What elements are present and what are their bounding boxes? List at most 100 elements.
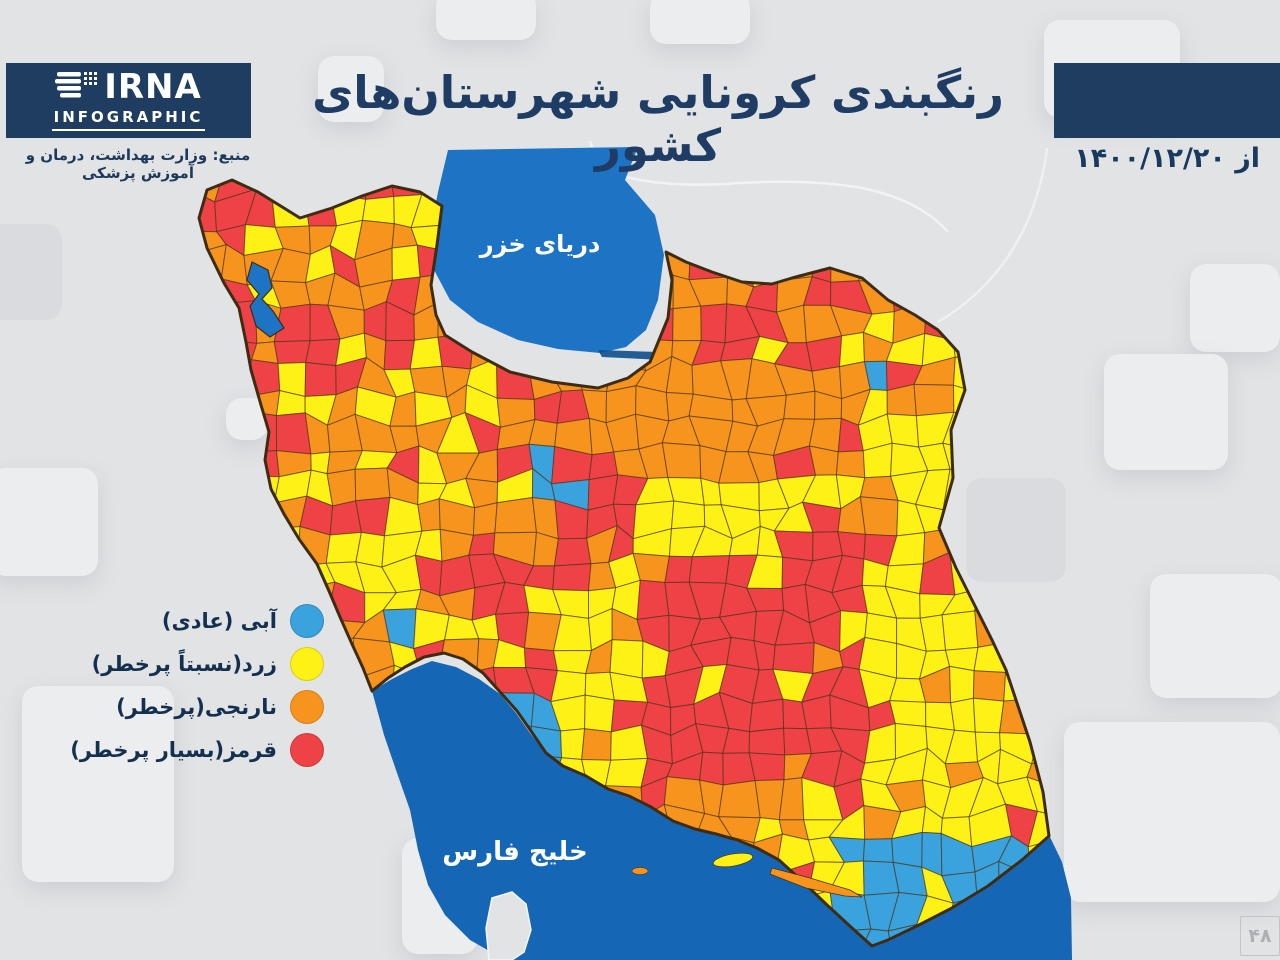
county-cell xyxy=(250,945,282,946)
county-cell xyxy=(1024,580,1049,624)
county-cell xyxy=(1062,639,1097,678)
county-cell xyxy=(998,281,1036,308)
county-cell xyxy=(1028,223,1049,253)
effective-date: از ۱۴۰۰/۱۲/۲۰ xyxy=(1074,143,1260,174)
county-cell xyxy=(324,751,368,789)
county-cell xyxy=(748,698,785,733)
county-cell xyxy=(324,805,358,845)
county-cell xyxy=(774,195,816,229)
county-cell xyxy=(225,385,255,429)
county-cell xyxy=(1004,340,1041,369)
county-cell xyxy=(248,898,279,933)
bg-tile xyxy=(1190,264,1280,352)
county-cell xyxy=(1065,370,1088,393)
county-cell xyxy=(700,303,728,344)
irna-bars-icon xyxy=(55,70,98,104)
county-cell xyxy=(891,254,927,285)
county-cell xyxy=(775,216,817,249)
county-cell xyxy=(662,220,703,255)
county-cell xyxy=(355,531,386,568)
county-cell xyxy=(1053,668,1094,701)
county-cell xyxy=(975,306,1008,342)
county-cell xyxy=(167,945,190,960)
county-cell xyxy=(977,413,1007,453)
county-cell xyxy=(998,498,1042,539)
county-cell xyxy=(697,194,733,233)
county-cell xyxy=(862,838,894,863)
bg-tile xyxy=(0,468,98,576)
county-cell xyxy=(199,476,223,511)
county-cell xyxy=(745,215,780,254)
county-cell xyxy=(1065,611,1097,642)
county-cell xyxy=(213,775,251,814)
county-cell xyxy=(439,948,478,960)
date-banner-box xyxy=(1054,63,1280,138)
county-cell xyxy=(160,444,193,484)
county-cell xyxy=(1025,641,1049,679)
county-cell xyxy=(381,925,425,946)
county-cell xyxy=(277,918,307,946)
county-cell xyxy=(199,775,217,816)
county-cell xyxy=(220,837,258,862)
red-swatch xyxy=(290,733,324,767)
county-cell xyxy=(581,728,612,761)
county-cell xyxy=(304,361,337,398)
county-cell xyxy=(997,180,1038,204)
county-cell xyxy=(1032,698,1049,735)
county-cell xyxy=(835,450,866,479)
county-cell xyxy=(160,562,194,590)
county-cell xyxy=(215,411,255,456)
county-cell xyxy=(324,780,368,808)
county-cell xyxy=(805,335,843,372)
county-cell xyxy=(386,803,413,836)
county-cell xyxy=(949,253,981,285)
county-cell xyxy=(199,841,200,875)
county-cell xyxy=(1027,554,1049,588)
county-cell xyxy=(609,639,644,679)
country-border-line xyxy=(588,140,949,233)
county-cell xyxy=(1059,836,1088,871)
county-cell xyxy=(584,694,615,733)
county-cell xyxy=(924,253,956,285)
blue-swatch xyxy=(290,604,324,638)
county-cell xyxy=(199,860,230,895)
county-cell xyxy=(160,533,191,567)
county-cell xyxy=(636,180,672,205)
county-cell xyxy=(891,831,923,868)
county-cell xyxy=(245,475,280,505)
county-cell xyxy=(220,338,258,361)
county-cell xyxy=(1036,474,1049,510)
county-cell xyxy=(199,814,200,844)
county-cell xyxy=(495,357,535,401)
county-cell xyxy=(999,698,1040,735)
county-cell xyxy=(944,180,983,203)
county-cell xyxy=(276,556,310,596)
county-cell xyxy=(972,338,1008,369)
county-cell xyxy=(972,670,1007,702)
county-cell xyxy=(1058,555,1093,590)
county-cell xyxy=(745,244,780,288)
orange-swatch xyxy=(290,690,324,724)
island xyxy=(631,867,649,875)
county-cell xyxy=(330,180,367,200)
county-cell xyxy=(1001,556,1039,594)
county-cell xyxy=(670,500,706,530)
county-cell xyxy=(301,892,337,929)
page-title: رنگبندی کرونایی شهرستان‌های کشور xyxy=(312,66,1004,172)
persian-gulf-sea xyxy=(372,661,1072,960)
county-cell xyxy=(830,219,867,258)
bg-tile xyxy=(22,686,174,882)
county-cell xyxy=(801,216,845,250)
county-cell xyxy=(381,890,414,932)
county-cell xyxy=(326,917,361,946)
county-cell xyxy=(300,949,332,960)
bg-tile xyxy=(0,224,62,320)
county-cell xyxy=(1059,501,1095,532)
bg-tile xyxy=(318,56,384,122)
legend-label: قرمز(بسیار پرخطر) xyxy=(70,738,277,762)
county-cell xyxy=(949,665,975,704)
legend-label: زرد(نسبتاً پرخطر) xyxy=(91,652,277,676)
county-cell xyxy=(187,948,223,960)
iran-outline xyxy=(197,178,1051,948)
